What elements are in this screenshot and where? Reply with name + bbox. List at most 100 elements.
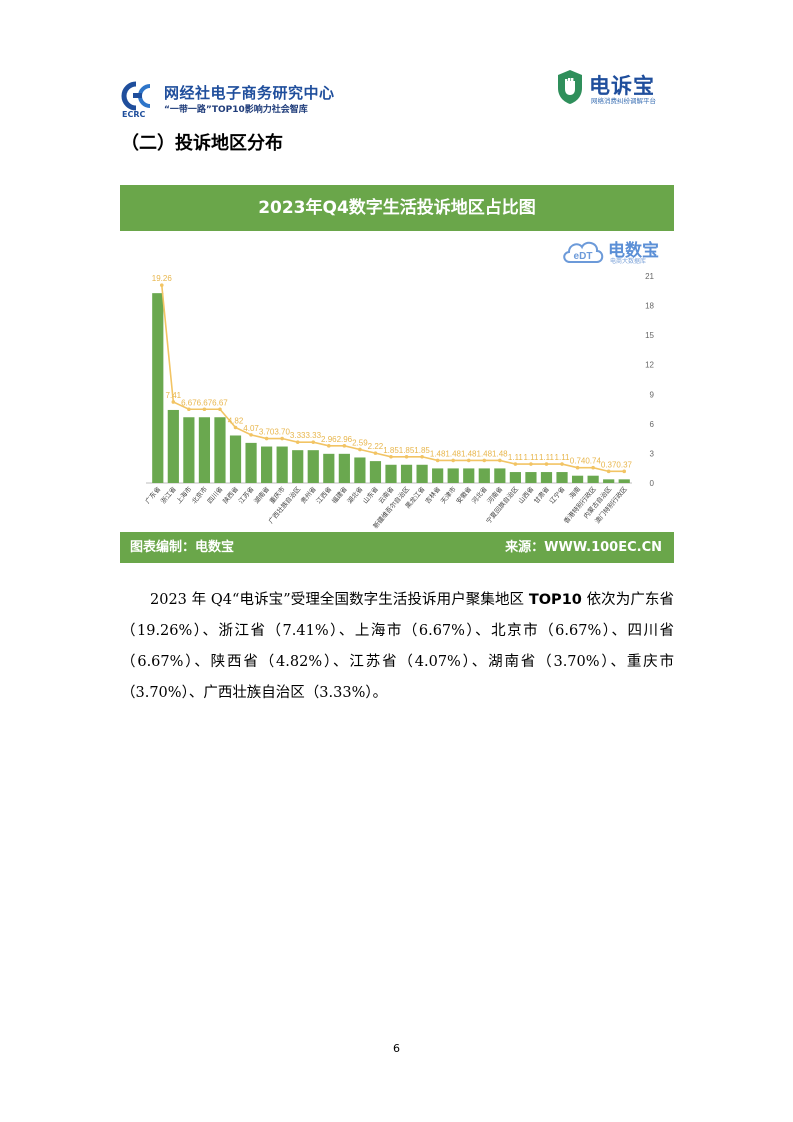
- dsb-title: 电诉宝: [589, 74, 655, 98]
- watermark: eDT 电数宝 电商大数据库: [560, 234, 680, 268]
- bar: [400, 464, 413, 483]
- bar: [571, 475, 584, 483]
- data-label: 1.85: [383, 446, 399, 455]
- bar: [183, 417, 195, 483]
- category-label: 辽宁省: [547, 484, 567, 505]
- data-label: 1.11: [523, 453, 539, 462]
- bar: [385, 464, 397, 483]
- bar: [214, 417, 226, 483]
- data-label: 6.67: [197, 398, 213, 407]
- page-number: 6: [393, 1042, 400, 1055]
- dsb-subtitle: 网络消费纠纷调解平台: [591, 97, 656, 105]
- para-prefix: 2023 年 Q4“电诉宝”受理全国数字生活投诉用户聚集地区: [150, 592, 529, 608]
- line-point: [187, 407, 191, 412]
- category-label: 广东省: [143, 484, 163, 505]
- watermark-sub: 电商大数据库: [610, 258, 647, 265]
- para-suffix: 依次为广东省（19.26%）、浙江省（7.41%）、上海市（6.67%）、北京市…: [121, 592, 675, 701]
- ecrc-abbr: ECRC: [122, 110, 146, 119]
- data-label: 0.37: [616, 460, 632, 469]
- watermark-logo-text: eDT: [574, 251, 593, 262]
- bar: [463, 468, 475, 483]
- ecrc-logo-icon: [121, 81, 151, 111]
- data-label: 1.85: [399, 446, 415, 455]
- data-label: 1.48: [461, 449, 477, 458]
- line-point: [622, 469, 627, 474]
- y-tick-label: 0: [650, 479, 655, 488]
- data-label: 1.48: [445, 449, 461, 458]
- bar: [478, 468, 490, 483]
- bar: [152, 293, 164, 483]
- bar: [587, 475, 599, 483]
- line-point: [591, 465, 595, 470]
- line-point: [389, 454, 393, 459]
- category-label: 吉林省: [423, 484, 443, 505]
- line-point: [513, 462, 518, 466]
- data-label: 3.33: [305, 431, 321, 440]
- line-point: [606, 469, 611, 474]
- bar: [369, 461, 382, 483]
- chart-source: 来源：WWW.100EC.CN: [505, 540, 662, 555]
- chart-credit: 图表编制：电数宝: [130, 540, 235, 555]
- data-label: 1.85: [414, 446, 430, 455]
- data-label: 2.59: [352, 438, 368, 447]
- bar: [603, 479, 615, 483]
- bar: [509, 472, 521, 483]
- data-label: 1.11: [555, 453, 571, 462]
- data-label: 3.33: [290, 431, 306, 440]
- data-label: 0.74: [570, 457, 586, 466]
- line-point: [373, 451, 378, 455]
- bar: [525, 472, 537, 483]
- category-label: 湖北省: [345, 484, 365, 505]
- category-label: 甘肃省: [532, 484, 552, 505]
- line-point: [544, 462, 549, 466]
- data-label: 1.48: [430, 449, 446, 458]
- para-bold: TOP10: [528, 592, 582, 608]
- watermark-brand: 电数宝: [608, 241, 659, 261]
- category-label: 四川省: [205, 484, 225, 505]
- line-point: [466, 458, 471, 463]
- category-label: 上海市: [174, 484, 194, 505]
- data-label: 1.11: [508, 453, 524, 462]
- data-label: 6.67: [181, 398, 197, 407]
- dsb-header-logo: 电诉宝 网络消费纠纷调解平台: [555, 68, 675, 108]
- bar: [229, 435, 242, 483]
- cloud-logo-icon: eDT: [563, 241, 604, 263]
- chart-title: 2023年Q4数字生活投诉地区占比图: [258, 198, 536, 218]
- category-label: 山东省: [361, 484, 381, 505]
- line-point: [327, 444, 331, 448]
- line-point: [529, 462, 533, 466]
- data-label: 4.07: [243, 424, 259, 433]
- line-point: [171, 400, 176, 404]
- bar: [292, 450, 304, 483]
- category-label: 天津市: [438, 484, 458, 505]
- data-label: 1.48: [477, 449, 493, 458]
- bar: [447, 468, 459, 483]
- category-label: 山西省: [516, 484, 536, 505]
- line-point: [280, 436, 284, 441]
- line-point: [404, 454, 409, 459]
- data-label: 3.70: [259, 428, 275, 437]
- y-tick-label: 21: [645, 272, 654, 281]
- category-label: 安徽省: [454, 484, 474, 505]
- category-label: 江苏省: [236, 484, 256, 505]
- line-point: [575, 465, 580, 470]
- ecrc-subtitle: “一带一路”TOP10影响力社会智库: [164, 105, 308, 115]
- section-title: （二）投诉地区分布: [121, 133, 283, 154]
- bar: [416, 464, 428, 483]
- category-label: 浙江省: [158, 484, 178, 505]
- bar: [167, 409, 179, 483]
- line-point: [358, 447, 362, 452]
- bar: [338, 453, 350, 483]
- data-label: 4.82: [228, 416, 244, 425]
- data-label: 2.22: [368, 442, 384, 451]
- chart-header: 2023年Q4数字生活投诉地区占比图: [120, 185, 674, 231]
- bar: [245, 442, 257, 483]
- bar: [276, 446, 288, 483]
- ecrc-header-logo: 网经社电子商务研究中心 “一带一路”TOP10影响力社会智库 ECRC: [120, 80, 350, 119]
- category-label: 福建省: [329, 484, 349, 505]
- category-label: 贵州省: [298, 484, 318, 505]
- body-paragraph: 2023 年 Q4“电诉宝”受理全国数字生活投诉用户聚集地区 TOP10 依次为…: [121, 585, 674, 709]
- category-label: 陕西省: [221, 484, 241, 505]
- data-label: 1.48: [492, 449, 508, 458]
